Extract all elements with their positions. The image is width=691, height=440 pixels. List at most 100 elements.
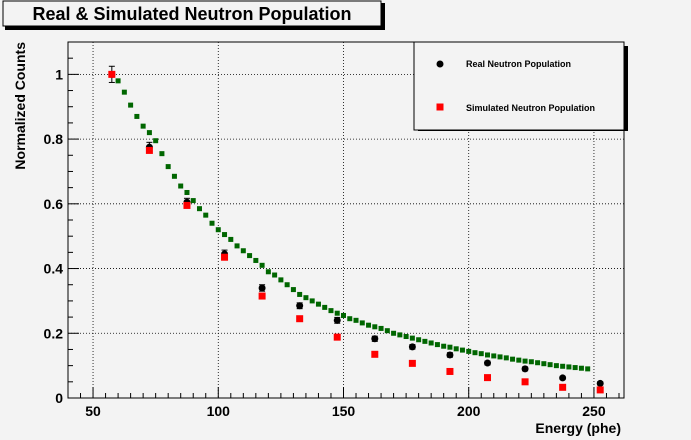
fine-binned-point — [416, 337, 422, 343]
legend-box — [413, 41, 625, 131]
fine-binned-point — [146, 130, 152, 136]
fine-binned-point — [128, 102, 134, 108]
fine-binned-point — [209, 220, 215, 226]
fine-binned-point — [503, 355, 509, 361]
fine-binned-point — [428, 340, 434, 346]
fine-binned-point — [253, 257, 259, 263]
fine-binned-point — [560, 363, 566, 369]
fine-binned-point — [522, 358, 528, 364]
fine-binned-point — [585, 366, 591, 372]
real-data-point — [296, 302, 304, 310]
legend-marker-simulated — [436, 103, 444, 111]
y-tick-label: 0 — [55, 390, 63, 406]
fine-binned-point — [334, 310, 340, 316]
fine-binned-point — [353, 317, 359, 323]
fine-binned-point — [240, 248, 246, 254]
real-data-point — [258, 284, 266, 292]
simulated-data-point — [596, 386, 604, 394]
fine-binned-point — [184, 189, 190, 195]
fine-binned-point — [478, 351, 484, 357]
fine-binned-point — [303, 295, 309, 301]
fine-binned-point — [222, 232, 228, 238]
y-tick-label: 0.6 — [44, 196, 64, 212]
fine-binned-point — [384, 328, 390, 334]
chart-title: Real & Simulated Neutron Population — [32, 4, 351, 24]
fine-binned-point — [378, 325, 384, 331]
fine-binned-point — [391, 330, 397, 336]
grid-layer — [68, 42, 624, 398]
simulated-data-point — [371, 350, 379, 358]
fine-binned-point — [159, 151, 165, 157]
fine-binned-point — [466, 348, 472, 354]
real-data-point — [446, 351, 454, 359]
simulated-data-point — [484, 374, 492, 382]
fine-binned-point — [247, 253, 253, 259]
legend-label-simulated: Simulated Neutron Population — [466, 103, 595, 113]
real-data-point — [596, 379, 604, 387]
fine-binned-point — [372, 324, 378, 330]
x-tick-label: 100 — [207, 403, 231, 419]
fine-binned-point — [459, 347, 465, 353]
fine-binned-point — [328, 308, 334, 314]
x-tick-label: 150 — [332, 403, 356, 419]
x-tick-label: 250 — [582, 403, 606, 419]
fine-binned-point — [497, 354, 503, 360]
real-data-point — [484, 359, 492, 367]
fine-binned-point — [165, 164, 171, 170]
y-tick-label: 0.4 — [44, 261, 64, 277]
fine-binned-point — [140, 123, 146, 129]
real-data-point — [559, 374, 567, 382]
simulated-data-point — [221, 253, 229, 261]
fine-binned-point — [315, 301, 321, 307]
data-layer — [108, 65, 604, 394]
y-tick-label: 0.8 — [44, 131, 64, 147]
fine-binned-point — [284, 282, 290, 288]
fine-binned-point — [234, 243, 240, 249]
simulated-data-point — [145, 146, 153, 154]
real-data-point — [408, 343, 416, 351]
fine-binned-point — [578, 365, 584, 371]
fine-binned-point — [516, 357, 522, 363]
simulated-data-point — [521, 378, 529, 386]
fine-binned-point — [190, 198, 196, 204]
fine-binned-point — [447, 344, 453, 350]
real-data-point — [333, 316, 341, 324]
fine-binned-point — [441, 343, 447, 349]
fine-binned-point — [572, 365, 578, 371]
fine-binned-point — [547, 362, 553, 368]
simulated-data-point — [258, 292, 266, 300]
fine-binned-point — [535, 360, 541, 366]
real-data-point — [371, 335, 379, 343]
title-box — [2, 0, 382, 27]
fine-binned-point — [434, 342, 440, 348]
simulated-data-point — [296, 315, 304, 323]
fine-binned-point — [528, 359, 534, 365]
y-tick-label: 0.2 — [44, 325, 64, 341]
fine-binned-point — [485, 352, 491, 358]
fine-binned-point — [397, 332, 403, 338]
fine-binned-point — [203, 212, 209, 218]
fine-binned-point — [366, 322, 372, 328]
fine-binned-point — [290, 287, 296, 293]
simulated-data-point — [559, 383, 567, 391]
axis-layer: 50 100 150 200 250 0 0.2 0.4 0.6 0.8 1 — [44, 41, 620, 419]
fine-binned-point — [171, 173, 177, 179]
fine-binned-point — [134, 113, 140, 119]
fine-binned-point — [297, 291, 303, 297]
fine-binned-point — [453, 346, 459, 352]
fine-binned-point — [265, 269, 271, 275]
y-tick-label: 1 — [55, 66, 63, 82]
fine-binned-point — [153, 138, 159, 144]
fine-binned-point — [472, 350, 478, 356]
fine-binned-point — [115, 78, 121, 84]
fine-binned-point — [541, 361, 547, 367]
fine-binned-point — [272, 272, 278, 278]
fine-binned-point — [422, 338, 428, 344]
fine-binned-point — [347, 316, 353, 322]
simulated-data-point — [446, 367, 454, 375]
fine-binned-point — [215, 227, 221, 233]
fine-binned-point — [566, 364, 572, 370]
fine-binned-point — [491, 353, 497, 359]
x-tick-label: 50 — [85, 403, 101, 419]
